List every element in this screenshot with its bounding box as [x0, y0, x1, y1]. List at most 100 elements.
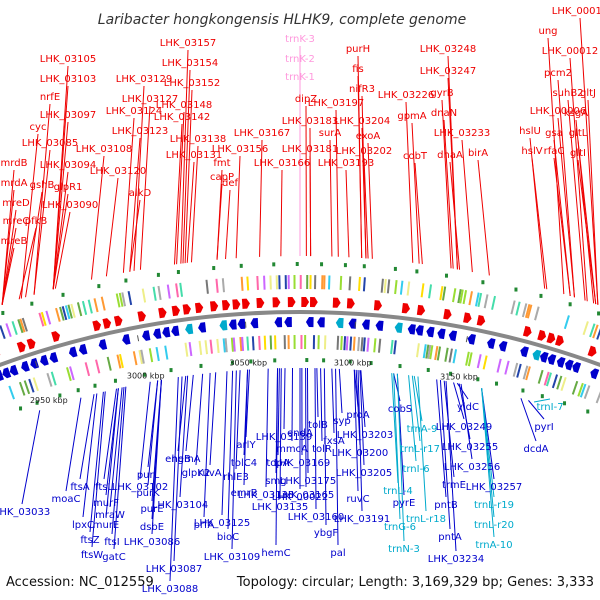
rna-marker	[156, 272, 160, 277]
rna-marker	[249, 359, 253, 364]
tick-mark	[137, 335, 140, 342]
reverse-label-connector	[21, 410, 41, 505]
forward-label-connector	[553, 157, 571, 296]
outer-function-band	[589, 323, 596, 338]
reverse-gene-label: hemA	[171, 454, 200, 465]
forward-label-connector	[569, 57, 588, 302]
reverse-gene-label: glpK2	[182, 468, 210, 479]
reverse-gene-label: LHK_03087	[146, 564, 202, 575]
reverse-gene-label: LHK_03256	[444, 462, 500, 473]
reverse-gene-label: LHK_03203	[337, 430, 393, 441]
inner-function-band	[556, 375, 563, 390]
forward-gene-label: LHK_03094	[40, 160, 96, 171]
reverse-gene-label: syp	[333, 416, 350, 427]
reverse-label-connector	[445, 381, 457, 552]
reverse-label-connector	[173, 376, 183, 562]
reverse-gene-label: LHK_00022	[272, 492, 328, 503]
reverse-label-connector	[291, 368, 294, 442]
reverse-label-connector	[283, 368, 286, 430]
reverse-gene-arrow	[565, 359, 574, 371]
inner-function-band	[84, 362, 91, 377]
outer-function-band	[81, 300, 88, 315]
rna-marker	[272, 262, 276, 267]
rna-marker	[19, 406, 23, 411]
forward-label-connector	[190, 145, 199, 263]
reverse-label-connector	[203, 372, 211, 518]
outer-function-band	[394, 280, 398, 295]
forward-label-connector	[52, 85, 69, 290]
reverse-gene-label: trnA-9	[407, 424, 438, 435]
reverse-gene-arrow	[375, 320, 384, 331]
forward-gene-arrow	[137, 311, 146, 322]
outer-function-band	[70, 303, 76, 318]
forward-gene-label: LHK_03166	[254, 158, 310, 169]
inner-function-band	[537, 369, 544, 384]
reverse-label-connector	[147, 380, 159, 486]
reverse-gene-arrow	[171, 325, 180, 337]
outer-function-band	[240, 276, 244, 291]
forward-gene-label: LHK_03142	[154, 112, 210, 123]
forward-label-connector	[225, 189, 231, 260]
reverse-gene-label: LHK_03133	[238, 490, 294, 501]
reverse-gene-arrow	[539, 351, 549, 363]
forward-gene-label: gltJ	[580, 88, 596, 99]
forward-gene-label: mreC	[3, 216, 30, 227]
reverse-gene-label: LHK_03135	[252, 502, 308, 513]
forward-label-connector	[414, 162, 423, 265]
rna-marker	[369, 361, 373, 366]
reverse-label-connector	[353, 369, 359, 492]
forward-label-connector	[411, 122, 420, 264]
reverse-label-connector	[111, 387, 125, 535]
inner-function-band	[522, 365, 529, 380]
forward-gene-label: ksgA	[564, 108, 588, 119]
forward-gene-arrow	[16, 341, 26, 353]
inner-function-band	[18, 381, 26, 396]
forward-gene-arrow	[332, 297, 341, 308]
forward-gene-label: mrdB	[1, 158, 28, 169]
reverse-gene-arrow	[415, 325, 424, 336]
forward-label-connector	[33, 103, 51, 295]
forward-gene-label: gsa	[545, 128, 563, 139]
outer-function-band	[45, 310, 52, 325]
reverse-gene-label: tolB	[308, 420, 328, 431]
label-connector-group	[1, 17, 599, 582]
outer-function-band	[221, 278, 225, 293]
forward-gene-label: alkD	[129, 188, 152, 199]
reverse-gene-label: ruvC	[346, 494, 369, 505]
rna-marker	[113, 378, 117, 383]
reverse-gene-arrow	[153, 328, 162, 339]
outer-function-band	[521, 303, 528, 318]
rna-marker	[169, 368, 173, 373]
reverse-label-connector	[221, 371, 228, 516]
forward-gene-label: LHK_03152	[164, 78, 220, 89]
forward-label-connector	[587, 99, 599, 305]
outer-function-band	[263, 275, 266, 290]
reverse-gene-label: LHK_03200	[332, 448, 388, 459]
forward-label-connector	[52, 193, 69, 290]
outer-function-band	[468, 291, 473, 306]
outer-function-band	[386, 279, 391, 294]
forward-label-connector	[173, 123, 183, 265]
reverse-gene-label: LHK_03234	[428, 554, 484, 565]
outer-function-band	[55, 307, 61, 322]
outer-function-band	[596, 328, 600, 340]
inner-function-band	[336, 335, 340, 350]
outer-function-band	[19, 318, 26, 333]
reverse-gene-label: ruvA	[198, 468, 221, 479]
forward-label-connector	[443, 119, 454, 269]
reverse-gene-label: LHK_03249	[436, 422, 492, 433]
reverse-label-connector	[460, 383, 473, 460]
forward-gene-label: LHK_03108	[76, 144, 132, 155]
reverse-label-connector	[393, 373, 401, 520]
inner-function-band	[352, 336, 356, 351]
reverse-label-connector	[209, 372, 217, 466]
inner-function-band	[209, 339, 213, 354]
forward-gene-label: LHK_00006	[530, 106, 586, 117]
reverse-gene-arrow	[98, 339, 108, 350]
forward-gene-label: LHK_03154	[162, 58, 218, 69]
outer-function-band	[428, 284, 433, 299]
reverse-gene-label: topA	[266, 458, 289, 469]
inner-function-band	[349, 336, 353, 351]
rna-marker	[58, 393, 62, 398]
